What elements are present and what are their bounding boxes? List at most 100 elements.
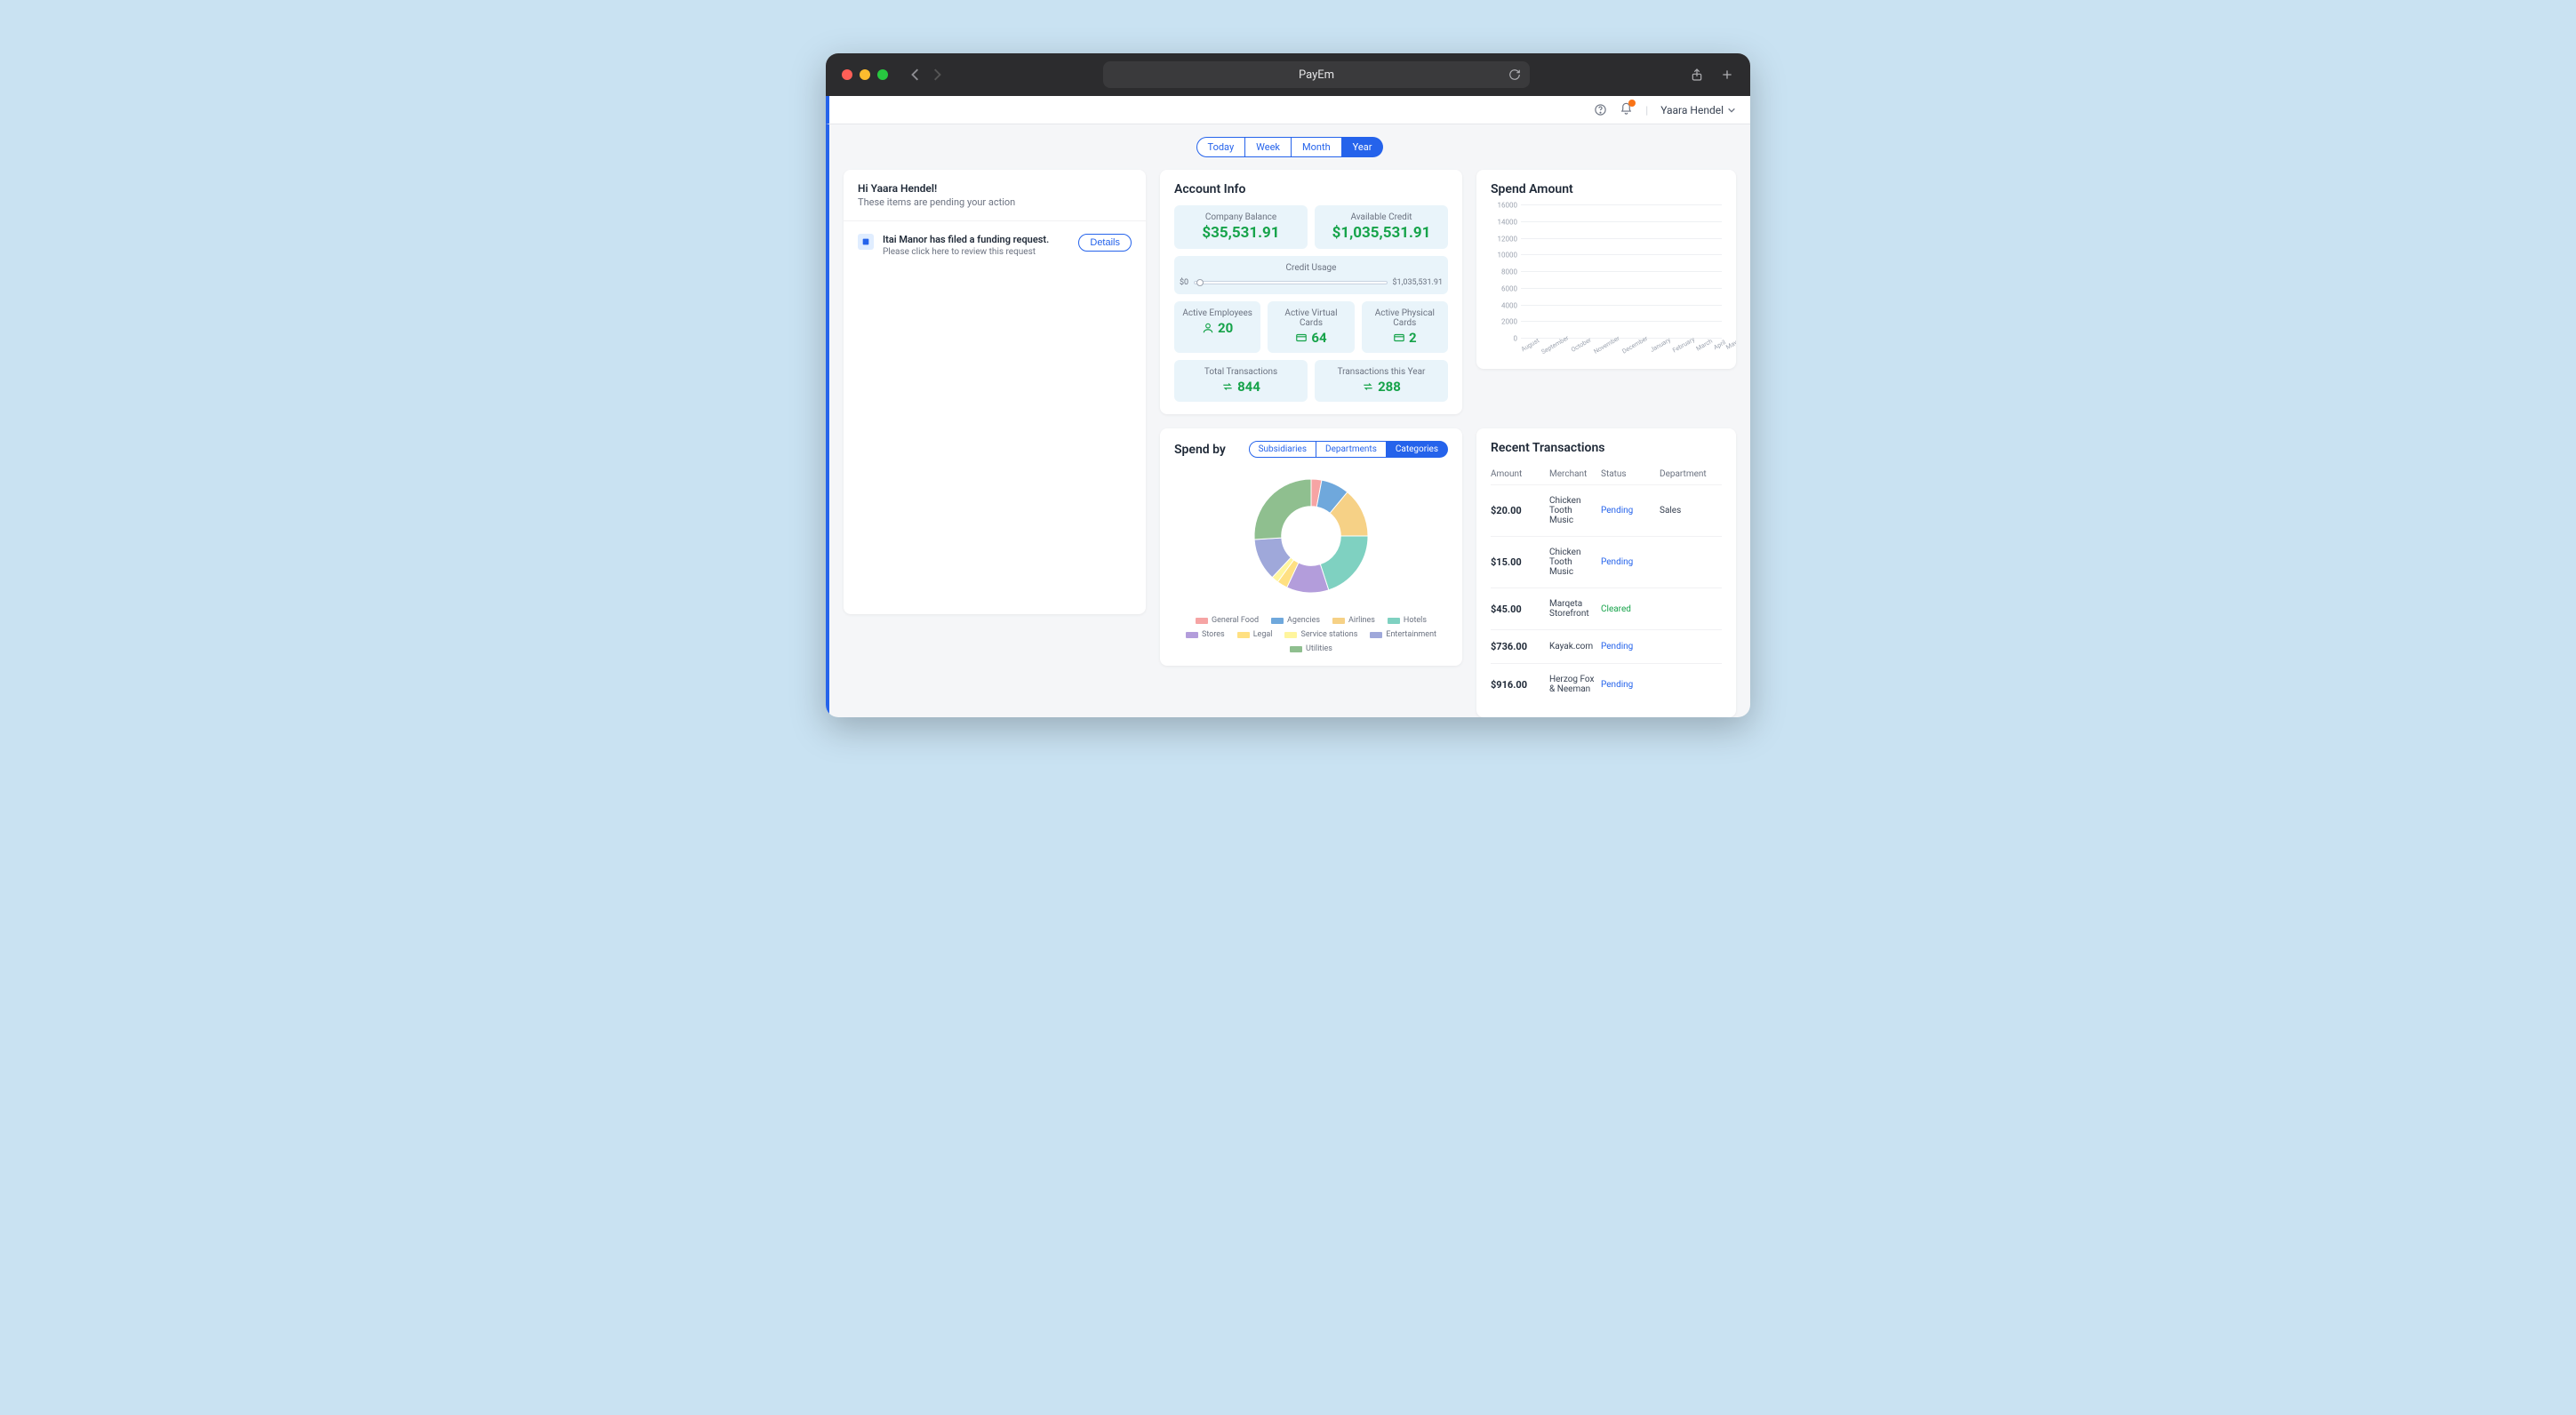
- card-icon: [1393, 332, 1405, 344]
- tile-credit-usage: Credit Usage $0 $1,035,531.91: [1174, 256, 1448, 294]
- tile-active-virtual-cards: Active Virtual Cards 64: [1268, 301, 1354, 353]
- spend-amount-card: Spend Amount 020004000600080001000012000…: [1476, 170, 1736, 369]
- app-topbar: | Yaara Hendel: [826, 96, 1750, 124]
- legend-swatch: [1332, 618, 1345, 624]
- legend-swatch: [1196, 618, 1208, 624]
- new-tab-icon[interactable]: [1720, 68, 1734, 82]
- tile-label: Transactions this Year: [1320, 367, 1443, 377]
- user-menu[interactable]: Yaara Hendel: [1660, 104, 1736, 116]
- titlebar-actions: [1690, 68, 1734, 82]
- notification-dot: [1628, 100, 1636, 107]
- tile-value: 20: [1218, 320, 1233, 336]
- tx-merchant: Kayak.com: [1549, 642, 1596, 652]
- url-bar[interactable]: PayEm: [1103, 61, 1530, 88]
- tile-value: 2: [1409, 330, 1417, 346]
- spend-by-title: Spend by: [1174, 443, 1226, 457]
- spendby-tab-categories[interactable]: Categories: [1387, 441, 1448, 458]
- tx-merchant: Chicken Tooth Music: [1549, 548, 1596, 577]
- tile-label: Active Employees: [1180, 308, 1255, 318]
- transfer-icon: [1221, 380, 1234, 393]
- request-icon: [858, 234, 874, 250]
- share-icon[interactable]: [1690, 68, 1704, 82]
- page-body: TodayWeekMonthYear Hi Yaara Hendel! Thes…: [826, 124, 1750, 717]
- account-info-card: Account Info Company Balance $35,531.91 …: [1160, 170, 1462, 414]
- close-traffic-light[interactable]: [842, 69, 852, 80]
- legend-swatch: [1237, 632, 1250, 638]
- legend-swatch: [1284, 632, 1297, 638]
- tile-active-employees: Active Employees 20: [1174, 301, 1260, 353]
- tx-merchant: Chicken Tooth Music: [1549, 496, 1596, 525]
- recent-transactions-card: Recent Transactions AmountMerchantStatus…: [1476, 428, 1736, 717]
- legend-swatch: [1271, 618, 1284, 624]
- time-tab-week[interactable]: Week: [1245, 137, 1292, 157]
- usage-track[interactable]: [1194, 281, 1387, 284]
- y-tick: 0: [1514, 335, 1518, 343]
- legend-item: Entertainment: [1370, 630, 1436, 639]
- notifications-button[interactable]: [1620, 102, 1633, 118]
- titlebar: PayEm: [826, 53, 1750, 96]
- y-tick: 16000: [1498, 202, 1517, 210]
- back-icon[interactable]: [909, 68, 922, 81]
- donut-slice: [1320, 536, 1368, 590]
- minimize-traffic-light[interactable]: [860, 69, 870, 80]
- y-tick: 14000: [1498, 218, 1517, 226]
- pending-item-title: Itai Manor has filed a funding request.: [883, 234, 1069, 245]
- tx-amount: $736.00: [1491, 641, 1544, 652]
- donut-slice: [1254, 479, 1311, 540]
- legend-label: Stores: [1202, 630, 1225, 639]
- table-row[interactable]: $45.00 Marqeta Storefront Cleared: [1491, 588, 1722, 629]
- spendby-tab-departments[interactable]: Departments: [1316, 441, 1387, 458]
- tile-value: 288: [1378, 379, 1401, 395]
- tile-total-transactions: Total Transactions 844: [1174, 360, 1308, 402]
- tile-transactions-year: Transactions this Year 288: [1315, 360, 1448, 402]
- table-row[interactable]: $736.00 Kayak.com Pending: [1491, 629, 1722, 663]
- time-tab-today[interactable]: Today: [1196, 137, 1246, 157]
- spend-by-tabs: SubsidiariesDepartmentsCategories: [1249, 441, 1448, 458]
- legend-item: Legal: [1237, 630, 1273, 639]
- table-row[interactable]: $15.00 Chicken Tooth Music Pending: [1491, 536, 1722, 588]
- tx-department: Sales: [1660, 506, 1722, 516]
- column-header: Department: [1660, 469, 1722, 479]
- tile-label: Available Credit: [1320, 212, 1443, 222]
- forward-icon[interactable]: [931, 68, 943, 81]
- legend-item: Airlines: [1332, 616, 1375, 625]
- spend-amount-title: Spend Amount: [1491, 182, 1722, 196]
- topbar-divider: |: [1645, 104, 1648, 116]
- table-row[interactable]: $916.00 Herzog Fox & Neeman Pending: [1491, 663, 1722, 705]
- spendby-tab-subsidiaries[interactable]: Subsidiaries: [1249, 441, 1316, 458]
- time-tab-year[interactable]: Year: [1342, 137, 1384, 157]
- legend-label: Agencies: [1287, 616, 1320, 625]
- tile-value: $35,531.91: [1180, 224, 1302, 242]
- tx-amount: $15.00: [1491, 556, 1544, 568]
- pending-actions-card: Hi Yaara Hendel! These items are pending…: [844, 170, 1146, 614]
- legend-swatch: [1290, 646, 1302, 652]
- tile-value: $1,035,531.91: [1320, 224, 1443, 242]
- details-button[interactable]: Details: [1078, 234, 1132, 252]
- reload-icon[interactable]: [1508, 68, 1521, 81]
- tx-merchant: Marqeta Storefront: [1549, 599, 1596, 619]
- maximize-traffic-light[interactable]: [877, 69, 888, 80]
- tx-status: Pending: [1601, 642, 1654, 652]
- donut-chart: [1174, 465, 1448, 607]
- spend-by-card: Spend by SubsidiariesDepartmentsCategori…: [1160, 428, 1462, 666]
- tx-amount: $45.00: [1491, 604, 1544, 615]
- legend-label: Legal: [1253, 630, 1273, 639]
- help-icon[interactable]: [1594, 103, 1607, 116]
- tile-active-physical-cards: Active Physical Cards 2: [1362, 301, 1448, 353]
- table-row[interactable]: $20.00 Chicken Tooth Music Pending Sales: [1491, 484, 1722, 536]
- time-tab-month[interactable]: Month: [1292, 137, 1342, 157]
- legend-label: Entertainment: [1386, 630, 1436, 639]
- legend-label: Service stations: [1300, 630, 1357, 639]
- tx-status: Pending: [1601, 557, 1654, 567]
- y-tick: 4000: [1501, 301, 1517, 309]
- tx-amount: $916.00: [1491, 679, 1544, 691]
- usage-max: $1,035,531.91: [1393, 278, 1444, 287]
- tile-label: Credit Usage: [1180, 263, 1443, 273]
- column-header: Amount: [1491, 469, 1544, 479]
- x-label: September: [1540, 334, 1575, 364]
- tile-company-balance: Company Balance $35,531.91: [1174, 205, 1308, 249]
- y-tick: 12000: [1498, 235, 1517, 243]
- legend-label: General Food: [1212, 616, 1259, 625]
- legend-swatch: [1370, 632, 1382, 638]
- legend-item: Agencies: [1271, 616, 1320, 625]
